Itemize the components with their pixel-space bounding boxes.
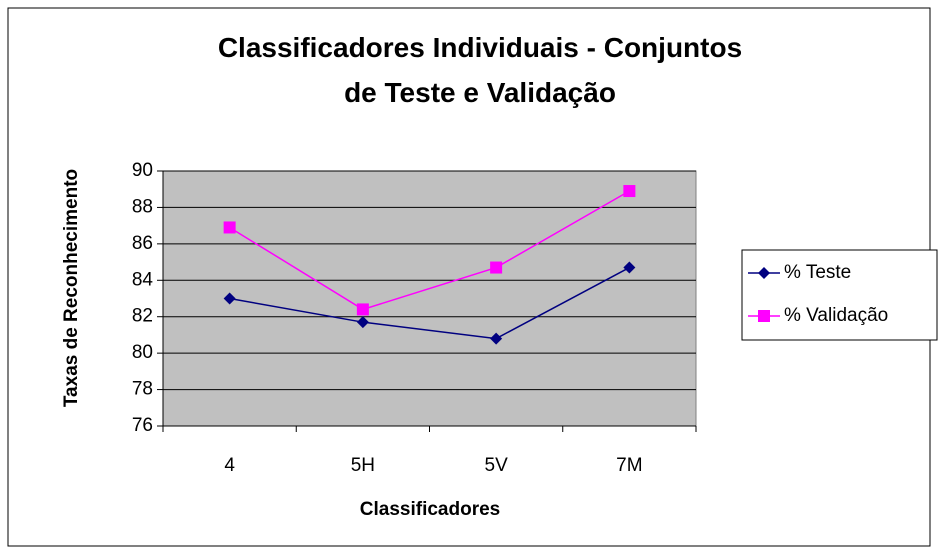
marker [356, 303, 369, 316]
x-tick-label: 5H [351, 455, 375, 476]
marker [356, 316, 369, 329]
x-tick-label: 5V [485, 455, 509, 476]
y-tick-label: 80 [132, 342, 153, 363]
plot-area [162, 170, 697, 427]
marker [223, 292, 236, 305]
marker [758, 267, 770, 279]
legend-box [741, 249, 938, 341]
x-tick-label: 7M [616, 455, 642, 476]
y-tick-label: 90 [132, 160, 153, 181]
marker [623, 261, 636, 274]
y-tick-label: 86 [132, 233, 153, 254]
y-tick-label: 78 [132, 379, 153, 400]
legend-label: % Teste [784, 262, 851, 283]
marker [223, 221, 236, 234]
y-tick-label: 76 [132, 415, 153, 436]
marker [490, 261, 503, 274]
x-axis-label: Classificadores [360, 499, 500, 520]
y-axis-label: Taxas de Reconhecimento [61, 168, 82, 408]
series-line [229, 266, 630, 340]
chart-title: Classificadores Individuais - Conjuntos … [217, 32, 743, 108]
marker [758, 310, 770, 322]
y-tick-label: 82 [132, 306, 153, 327]
x-tick-label: 4 [224, 455, 235, 476]
series-line [229, 190, 630, 311]
marker [490, 332, 503, 345]
marker [623, 185, 636, 198]
y-tick-label: 88 [132, 196, 153, 217]
y-tick-label: 84 [132, 269, 154, 290]
legend-label: % Validação [784, 305, 888, 326]
